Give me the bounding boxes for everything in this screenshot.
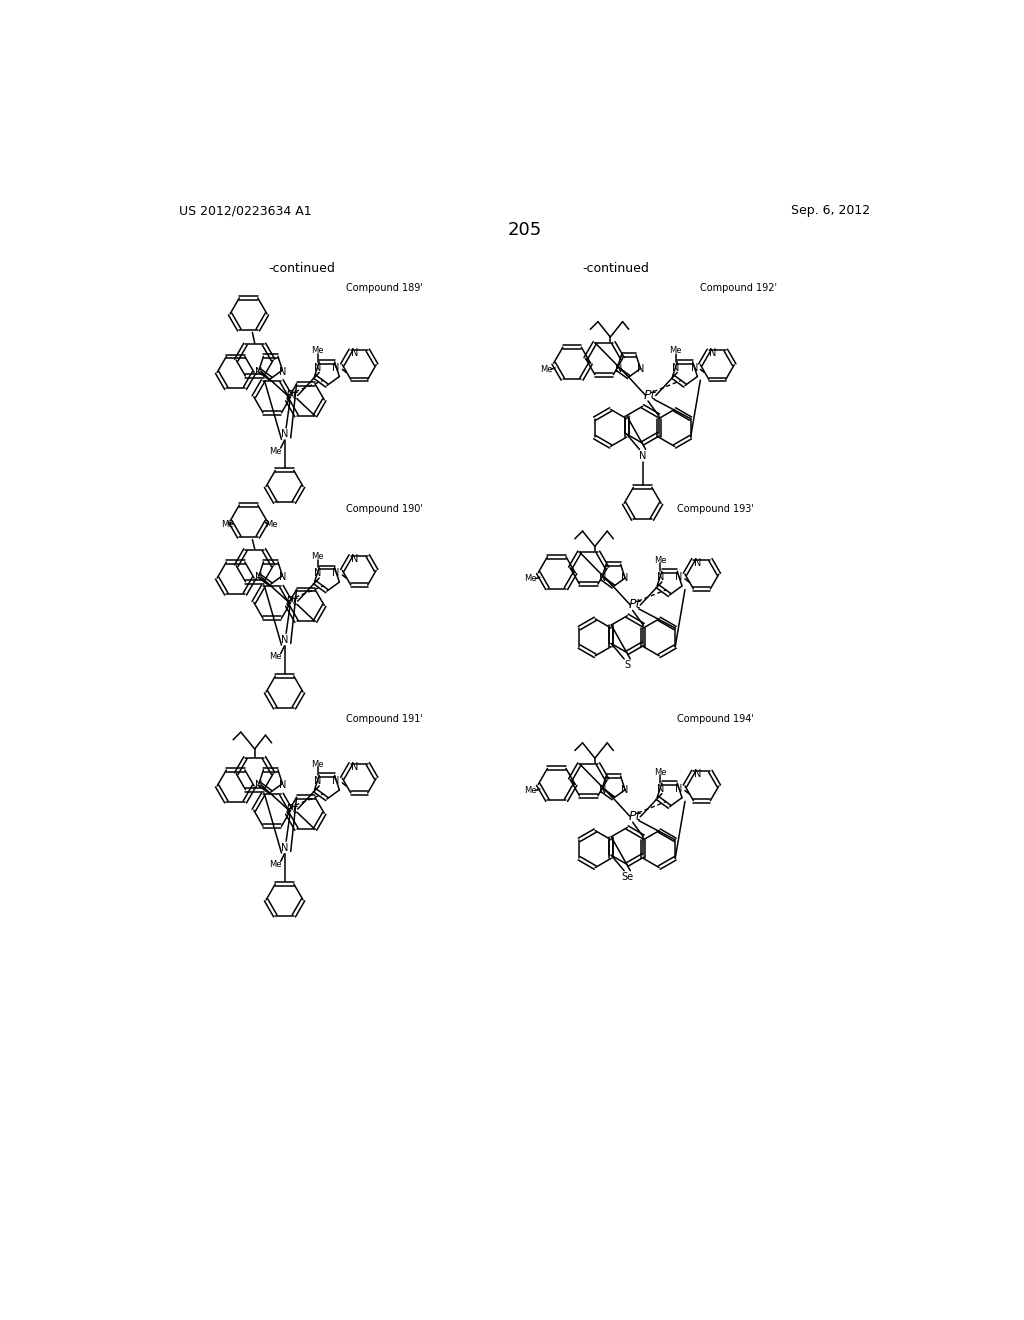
Text: N: N [599,785,607,795]
Text: N: N [614,363,623,374]
Text: N: N [281,635,288,644]
Text: -continued: -continued [583,261,649,275]
Text: N: N [333,569,340,578]
Text: Me: Me [269,861,282,869]
Text: Sep. 6, 2012: Sep. 6, 2012 [791,205,869,218]
Text: N: N [637,363,644,374]
Text: N: N [351,348,358,358]
Text: N: N [281,842,288,853]
Text: Pt: Pt [644,389,656,403]
Text: N: N [656,784,664,795]
Text: N: N [656,573,664,582]
Text: N: N [255,573,263,582]
Text: N: N [622,785,629,795]
Text: Me: Me [654,556,667,565]
Text: Me: Me [221,520,233,528]
Text: Compound 192': Compound 192' [700,282,777,293]
Text: 205: 205 [508,220,542,239]
Text: Me: Me [524,574,537,583]
Text: Me: Me [670,346,682,355]
Text: Se: Se [622,871,633,882]
Text: N: N [281,429,288,440]
Text: N: N [255,367,263,376]
Text: Me: Me [269,652,282,661]
Text: N: N [599,573,607,583]
Text: N: N [314,569,322,578]
Text: Compound 193': Compound 193' [677,504,755,513]
Text: N: N [255,780,263,791]
Text: Pt: Pt [286,594,298,607]
Text: N: N [672,363,679,372]
Text: N: N [279,367,286,376]
Text: Compound 189': Compound 189' [346,282,423,293]
Text: N: N [314,363,322,372]
Text: N: N [279,780,286,791]
Text: Pt: Pt [286,803,298,816]
Text: N: N [690,363,698,372]
Text: N: N [333,776,340,787]
Text: N: N [351,554,358,564]
Text: Me: Me [311,760,324,768]
Text: Me: Me [311,346,324,355]
Text: N: N [333,363,340,372]
Text: Me: Me [269,446,282,455]
Text: N: N [314,776,322,787]
Text: Pt: Pt [629,598,641,611]
Text: S: S [625,660,631,671]
Text: US 2012/0223634 A1: US 2012/0223634 A1 [179,205,311,218]
Text: N: N [693,557,701,568]
Text: N: N [639,450,646,461]
Text: Me: Me [265,520,278,528]
Text: N: N [279,573,286,582]
Text: N: N [693,770,701,779]
Text: Me: Me [654,768,667,776]
Text: Me: Me [524,787,537,795]
Text: Me: Me [540,364,552,374]
Text: N: N [675,573,682,582]
Text: Compound 194': Compound 194' [677,714,755,723]
Text: N: N [709,348,717,358]
Text: -continued: -continued [268,261,335,275]
Text: Pt: Pt [286,389,298,403]
Text: N: N [351,762,358,772]
Text: Compound 191': Compound 191' [346,714,423,723]
Text: Me: Me [311,552,324,561]
Text: N: N [622,573,629,583]
Text: N: N [675,784,682,795]
Text: Pt: Pt [629,810,641,824]
Text: Compound 190': Compound 190' [346,504,423,513]
